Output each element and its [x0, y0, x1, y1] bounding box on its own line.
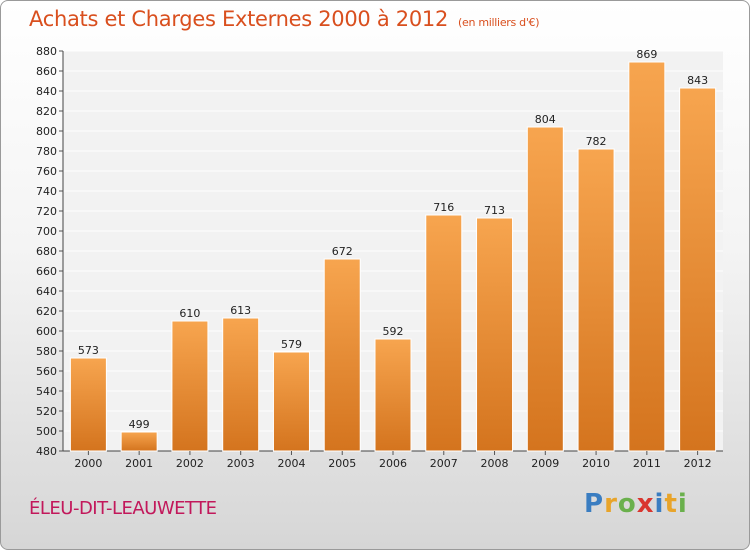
bar-value-label: 672 [332, 245, 353, 258]
bar [374, 338, 412, 452]
bar [323, 258, 361, 452]
y-tick-label: 600 [36, 325, 57, 338]
bar-value-label: 716 [433, 201, 454, 214]
y-tick-label: 840 [36, 85, 57, 98]
y-tick-label: 540 [36, 385, 57, 398]
bar-value-label: 843 [687, 74, 708, 87]
title-text: Achats et Charges Externes 2000 à 2012 [29, 7, 449, 31]
brand-letter: x [636, 489, 655, 519]
brand-letter: o [617, 489, 637, 519]
bar-value-label: 804 [535, 113, 556, 126]
bar [120, 431, 158, 452]
y-tick-label: 700 [36, 225, 57, 238]
y-tick-label: 820 [36, 105, 57, 118]
y-tick-label: 860 [36, 65, 57, 78]
x-tick-label: 2004 [277, 457, 305, 470]
bar [222, 317, 260, 452]
y-tick-label: 740 [36, 185, 57, 198]
y-tick-label: 480 [36, 445, 57, 458]
brand-logo: Proxiti [584, 489, 688, 519]
bar-value-label: 573 [78, 344, 99, 357]
x-tick-label: 2000 [74, 457, 102, 470]
x-tick-label: 2002 [176, 457, 204, 470]
y-tick-label: 560 [36, 365, 57, 378]
bar-value-label: 579 [281, 338, 302, 351]
bar-value-label: 782 [586, 135, 607, 148]
bar [272, 351, 310, 452]
x-tick-label: 2006 [379, 457, 407, 470]
x-tick-label: 2001 [125, 457, 153, 470]
bar-value-label: 592 [383, 325, 404, 338]
bar [679, 87, 717, 452]
x-tick-label: 2003 [227, 457, 255, 470]
x-tick-label: 2011 [633, 457, 661, 470]
y-tick-label: 800 [36, 125, 57, 138]
y-tick-label: 660 [36, 265, 57, 278]
brand-letter: P [584, 489, 605, 519]
x-tick-label: 2012 [684, 457, 712, 470]
bar [526, 126, 564, 452]
y-tick-label: 640 [36, 285, 57, 298]
brand-letter: i [654, 489, 665, 519]
y-tick-label: 500 [36, 425, 57, 438]
bar-value-label: 869 [636, 48, 657, 61]
brand-letter: t [664, 489, 678, 519]
y-tick-label: 520 [36, 405, 57, 418]
brand-letter: i [677, 489, 688, 519]
x-tick-label: 2010 [582, 457, 610, 470]
y-tick-label: 880 [36, 45, 57, 58]
x-tick-label: 2005 [328, 457, 356, 470]
bar-value-label: 713 [484, 204, 505, 217]
y-tick-label: 780 [36, 145, 57, 158]
bar [628, 61, 666, 452]
bar [476, 217, 514, 452]
chart-title: Achats et Charges Externes 2000 à 2012 (e… [29, 7, 540, 31]
bar [577, 148, 615, 452]
x-tick-label: 2007 [430, 457, 458, 470]
y-tick-label: 580 [36, 345, 57, 358]
brand-letter: r [604, 489, 618, 519]
y-tick-label: 620 [36, 305, 57, 318]
chart-subtitle: (en milliers d'€) [458, 16, 540, 29]
bar [425, 214, 463, 452]
y-tick-label: 760 [36, 165, 57, 178]
bar [69, 357, 107, 452]
bar-value-label: 499 [129, 418, 150, 431]
x-tick-label: 2008 [481, 457, 509, 470]
y-tick-label: 720 [36, 205, 57, 218]
place-name: ÉLEU-DIT-LEAUWETTE [29, 498, 217, 519]
x-tick-label: 2009 [531, 457, 559, 470]
bar-value-label: 610 [179, 307, 200, 320]
bar-value-label: 613 [230, 304, 251, 317]
bar [171, 320, 209, 452]
y-tick-label: 680 [36, 245, 57, 258]
